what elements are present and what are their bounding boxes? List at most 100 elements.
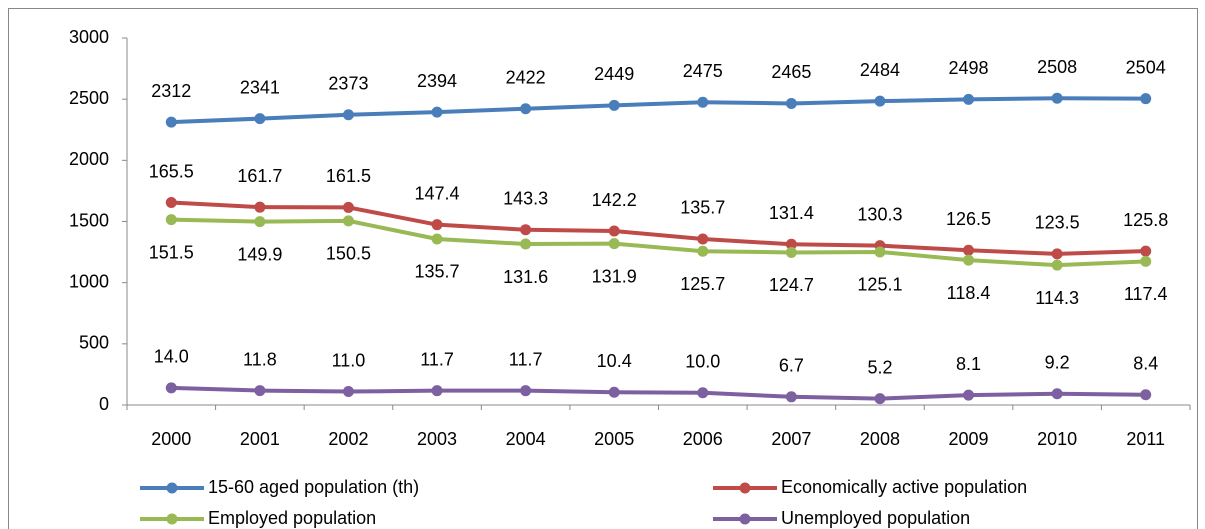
data-label: 126.5 (946, 209, 991, 229)
point-marker (697, 245, 709, 257)
x-tick-label: 2008 (860, 429, 900, 449)
data-label: 147.4 (415, 183, 460, 203)
point-marker (431, 385, 443, 397)
y-tick-label: 2500 (69, 88, 109, 108)
point-marker (431, 219, 443, 231)
data-label: 2498 (949, 58, 989, 78)
legend-marker (166, 513, 178, 525)
data-label: 2341 (240, 77, 280, 97)
data-label: 8.1 (956, 354, 981, 374)
data-label: 118.4 (947, 283, 991, 303)
x-tick-label: 2004 (506, 429, 546, 449)
data-label: 11.8 (243, 349, 277, 369)
y-tick-label: 2000 (69, 149, 109, 169)
point-marker (165, 214, 177, 226)
series-line (171, 96, 1146, 125)
data-label: 161.5 (326, 166, 371, 186)
point-marker (874, 246, 886, 258)
x-tick-label: 2010 (1037, 429, 1077, 449)
data-label: 2475 (683, 61, 723, 81)
data-label: 10.0 (685, 352, 720, 372)
y-tick-label: 1500 (69, 210, 109, 230)
point-marker (1140, 389, 1152, 401)
y-tick-label: 1000 (69, 271, 109, 291)
point-marker (342, 201, 354, 213)
point-marker (963, 93, 975, 105)
point-marker (165, 382, 177, 394)
point-marker (1140, 255, 1152, 267)
data-label: 150.5 (326, 244, 371, 264)
x-tick-label: 2005 (594, 429, 634, 449)
x-tick-label: 2002 (328, 429, 368, 449)
legend-marker (739, 513, 751, 525)
point-marker (608, 238, 620, 250)
point-marker (1051, 92, 1063, 104)
point-marker (1051, 259, 1063, 271)
x-tick-label: 2009 (949, 429, 989, 449)
point-marker (1140, 245, 1152, 257)
point-marker (697, 233, 709, 245)
legend-label: Economically active population (781, 477, 1027, 497)
point-marker (254, 201, 266, 213)
legend-marker (166, 482, 178, 494)
point-marker (1140, 93, 1152, 105)
data-label: 114.3 (1035, 288, 1079, 308)
legend-marker (739, 482, 751, 494)
point-marker (165, 116, 177, 128)
data-label: 130.3 (857, 204, 902, 224)
x-tick-label: 2003 (417, 429, 457, 449)
data-label: 131.6 (503, 267, 548, 287)
point-marker (431, 233, 443, 245)
point-marker (963, 254, 975, 266)
point-marker (254, 113, 266, 125)
data-label: 2465 (771, 62, 811, 82)
data-label: 135.7 (415, 262, 460, 282)
point-marker (520, 238, 532, 250)
data-label: 8.4 (1133, 353, 1158, 373)
data-label: 2422 (506, 67, 546, 87)
data-label: 125.1 (857, 275, 902, 295)
data-label: 165.5 (149, 161, 194, 181)
point-marker (874, 95, 886, 107)
data-label: 2312 (151, 81, 191, 101)
legend-label: Employed population (208, 508, 376, 528)
point-marker (608, 225, 620, 237)
data-label: 2508 (1037, 57, 1077, 77)
point-marker (785, 246, 797, 258)
point-marker (608, 99, 620, 111)
point-marker (520, 224, 532, 236)
data-label: 11.0 (332, 350, 366, 370)
data-label: 161.7 (237, 166, 282, 186)
point-marker (254, 216, 266, 228)
point-marker (342, 386, 354, 398)
point-marker (520, 385, 532, 397)
series-line (171, 217, 1146, 268)
point-marker (1051, 388, 1063, 400)
data-label: 2394 (417, 71, 457, 91)
data-label: 2449 (594, 64, 634, 84)
data-label: 10.4 (597, 351, 632, 371)
data-label: 11.7 (420, 349, 454, 369)
data-label: 117.4 (1124, 284, 1168, 304)
series-line (171, 200, 1146, 256)
data-label: 123.5 (1035, 213, 1080, 233)
data-label: 5.2 (867, 357, 892, 377)
point-marker (697, 96, 709, 108)
data-label: 135.7 (680, 198, 725, 218)
data-label: 124.7 (769, 275, 814, 295)
y-tick-label: 3000 (69, 27, 109, 47)
x-tick-label: 2006 (683, 429, 723, 449)
point-marker (165, 197, 177, 209)
data-label: 125.8 (1123, 210, 1168, 230)
point-marker (1051, 248, 1063, 260)
legend-label: Unemployed population (781, 508, 970, 528)
point-marker (697, 387, 709, 399)
series-line (171, 385, 1146, 401)
point-marker (608, 386, 620, 398)
point-marker (342, 109, 354, 121)
data-label: 2504 (1126, 57, 1166, 77)
x-tick-label: 2000 (151, 429, 191, 449)
x-tick-label: 2001 (240, 429, 280, 449)
point-marker (963, 244, 975, 256)
